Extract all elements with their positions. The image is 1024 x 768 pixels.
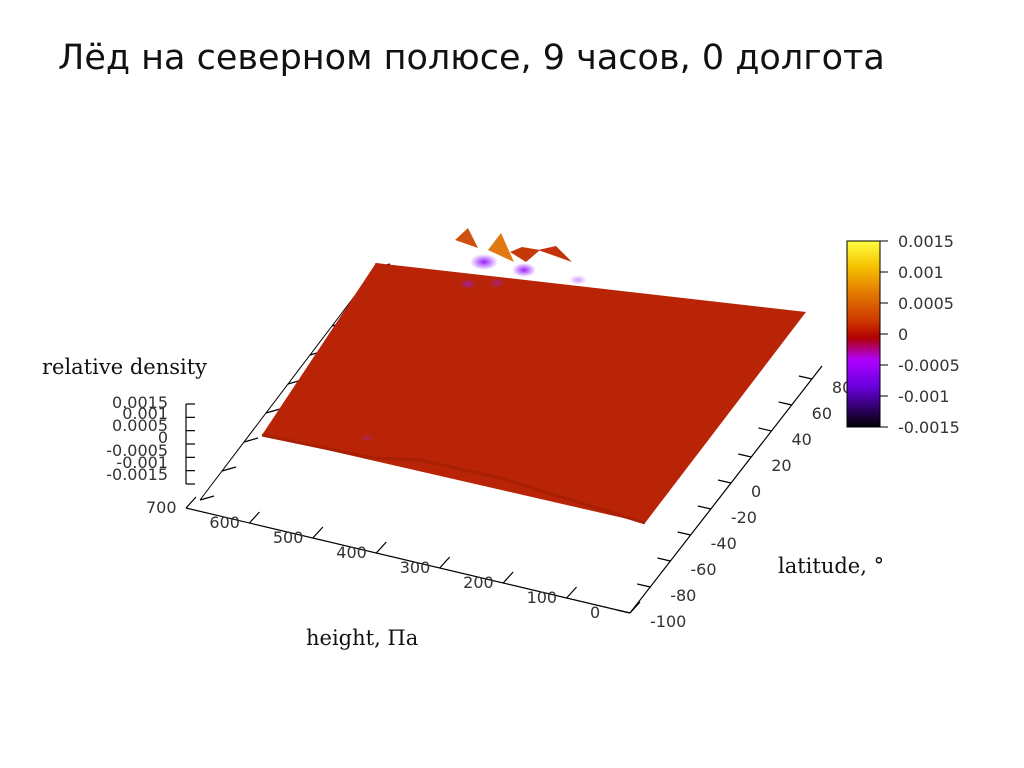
y-tick-label: -40 (711, 534, 737, 553)
colorbar-tick-label: -0.0005 (898, 356, 960, 375)
y-tick-label: -60 (690, 560, 716, 579)
colorbar-tick-label: -0.0015 (898, 418, 960, 437)
y-tick (657, 557, 671, 562)
x-tick-label: 200 (463, 573, 494, 592)
surface-near-edge (261, 433, 646, 525)
x-axis-line (185, 507, 631, 614)
surface-spike (455, 228, 478, 248)
x-tick (502, 571, 514, 584)
z-tick-label: 0.0005 (112, 416, 168, 435)
z-tick-label: -0.0005 (106, 441, 168, 460)
colorbar-tick-label: 0.001 (898, 263, 944, 282)
x-tick-label: 300 (400, 558, 431, 577)
z-tick-label: 0.0015 (112, 393, 168, 412)
surface-dip (470, 254, 498, 270)
y-axis-label: latitude, ° (778, 554, 884, 578)
surface-spike (538, 246, 572, 262)
surface-dip (489, 278, 505, 288)
x-axis: 0 100 200 300 400 500 600 700 (146, 496, 641, 622)
y-tick (758, 427, 772, 432)
y-tick (637, 583, 651, 588)
colorbar (846, 240, 881, 428)
z-tick-label: 0.001 (122, 404, 168, 423)
colorbar-ticks: 0.0015 0.001 0.0005 0 -0.0005 -0.001 -0.0015 (880, 232, 960, 437)
surface-dip (569, 275, 587, 285)
x-tick-label: 400 (336, 543, 367, 562)
x-tick (248, 511, 260, 524)
y-tick (778, 401, 792, 406)
y-tick-label: -80 (670, 586, 696, 605)
colorbar-tick-label: 0.0005 (898, 294, 954, 313)
page-title: Лёд на северном полюсе, 9 часов, 0 долго… (58, 38, 885, 78)
y-tick (616, 609, 631, 614)
y-tick (798, 375, 813, 380)
y-tick-label: -20 (731, 508, 757, 527)
y-tick (677, 531, 691, 536)
back-tick (221, 466, 237, 472)
x-tick (312, 526, 324, 539)
x-tick-label: 600 (209, 513, 240, 532)
back-tick (199, 495, 215, 501)
y-tick-label: 40 (791, 430, 811, 449)
surface-dip (459, 279, 477, 289)
x-tick (566, 586, 578, 599)
colorbar-tick-label: -0.001 (898, 387, 950, 406)
z-tick-label: -0.001 (116, 453, 168, 472)
surface-spike (488, 233, 514, 262)
y-tick-label: 20 (771, 456, 791, 475)
x-tick (439, 556, 451, 569)
z-tick-label: -0.0015 (106, 465, 168, 484)
z-axis-label: relative density (42, 355, 207, 379)
surface-dip (359, 434, 375, 442)
surface-spike (510, 247, 540, 262)
y-tick-label: 60 (812, 404, 832, 423)
y-tick (738, 453, 752, 458)
x-tick-label: 500 (273, 528, 304, 547)
colorbar-tick-label: 0.0015 (898, 232, 954, 251)
y-tick-label: 0 (751, 482, 761, 501)
y-tick (697, 505, 711, 510)
back-tick (243, 437, 259, 443)
x-tick-label: 700 (146, 498, 177, 517)
y-tick-label: -100 (650, 612, 686, 631)
x-tick-label: 0 (590, 603, 600, 622)
surface-plane (262, 263, 806, 523)
x-tick (375, 541, 387, 554)
x-axis-label: height, Па (306, 626, 418, 650)
z-tick-label: 0 (158, 428, 168, 447)
y-tick (717, 479, 732, 484)
y-axis-line (629, 365, 823, 614)
back-edge-line (199, 267, 377, 501)
colorbar-tick-label: 0 (898, 325, 908, 344)
surface-dip (512, 263, 536, 277)
back-tick (265, 408, 281, 414)
x-tick (185, 496, 197, 509)
x-tick-label: 100 (527, 588, 558, 607)
